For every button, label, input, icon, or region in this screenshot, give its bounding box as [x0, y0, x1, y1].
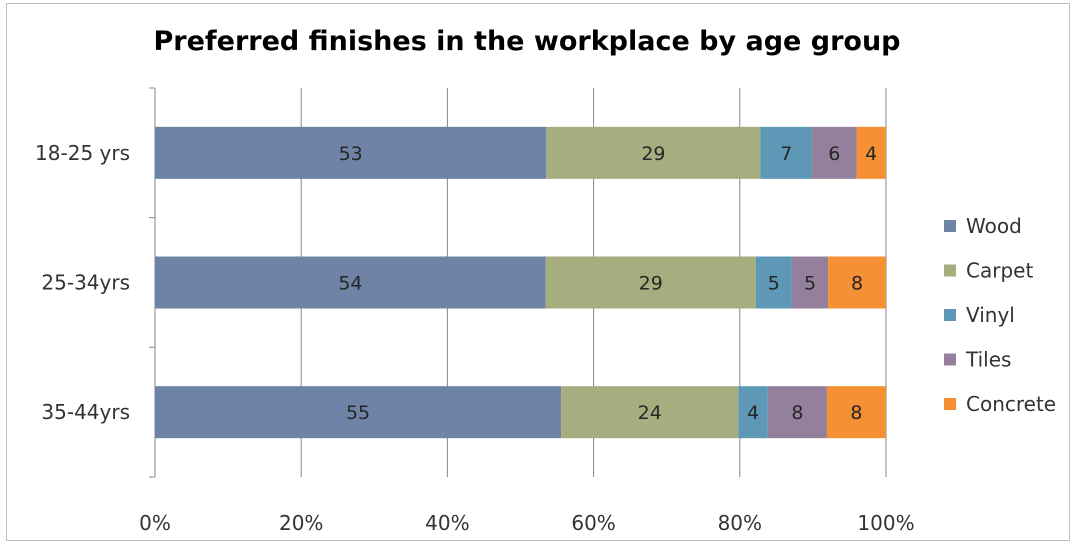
data-label: 29: [639, 273, 663, 295]
data-label: 7: [780, 143, 792, 165]
chart-title: Preferred finishes in the workplace by a…: [153, 26, 900, 57]
bar-segment: [755, 256, 792, 309]
bar-segment: [155, 126, 547, 179]
legend-swatch: [944, 353, 956, 366]
bars: 53 29 7 6 454 29 5 5 855 24 4 8 8: [155, 126, 886, 439]
legend-label: Carpet: [966, 259, 1033, 283]
bar-segment: [856, 126, 886, 179]
category-label: 18-25 yrs: [35, 141, 130, 165]
bar-segment: [828, 256, 886, 309]
data-label: 6: [828, 143, 840, 165]
legend: Wood Carpet Vinyl Tiles Concrete: [944, 214, 1056, 416]
legend-label: Concrete: [966, 392, 1056, 416]
data-label: 24: [638, 402, 662, 424]
x-tick-label: 80%: [718, 511, 762, 535]
legend-swatch: [944, 220, 956, 232]
data-label: 4: [865, 143, 877, 165]
data-label: 54: [338, 273, 362, 295]
category-label: 25-34yrs: [41, 271, 130, 295]
legend-swatch: [944, 264, 956, 277]
bar-segment: [791, 256, 829, 309]
legend-label: Tiles: [965, 348, 1011, 372]
legend-swatch: [944, 309, 956, 321]
category-label: 35-44yrs: [41, 400, 130, 424]
data-label: 55: [346, 402, 370, 424]
data-label: 29: [641, 143, 665, 165]
x-tick-label: 60%: [571, 511, 615, 535]
bar-segment: [561, 386, 739, 439]
data-label: 5: [768, 273, 780, 295]
data-label: 8: [791, 402, 803, 424]
x-tick-labels: 0% 20% 40% 60% 80% 100%: [139, 511, 914, 535]
bar-segment: [545, 256, 756, 309]
bar-segment: [767, 386, 827, 439]
bar-segment: [812, 126, 857, 179]
x-tick-label: 40%: [425, 511, 469, 535]
bar-segment: [155, 256, 546, 309]
bar-segment: [826, 386, 886, 439]
data-label: 8: [851, 273, 863, 295]
bar-segment: [760, 126, 813, 179]
data-label: 53: [339, 143, 363, 165]
x-tick-label: 20%: [279, 511, 323, 535]
data-label: 8: [850, 402, 862, 424]
y-axis: [149, 87, 156, 478]
legend-label: Wood: [966, 214, 1022, 238]
bar-segment: [546, 126, 761, 179]
bar-segment: [155, 386, 562, 439]
x-tick-label: 100%: [857, 511, 914, 535]
data-label: 5: [804, 273, 816, 295]
legend-swatch: [944, 398, 956, 410]
category-labels: 18-25 yrs 25-34yrs 35-44yrs: [35, 141, 130, 424]
x-tick-label: 0%: [139, 511, 171, 535]
bar-segment: [738, 386, 768, 439]
data-label: 4: [747, 402, 759, 424]
legend-label: Vinyl: [966, 303, 1015, 327]
